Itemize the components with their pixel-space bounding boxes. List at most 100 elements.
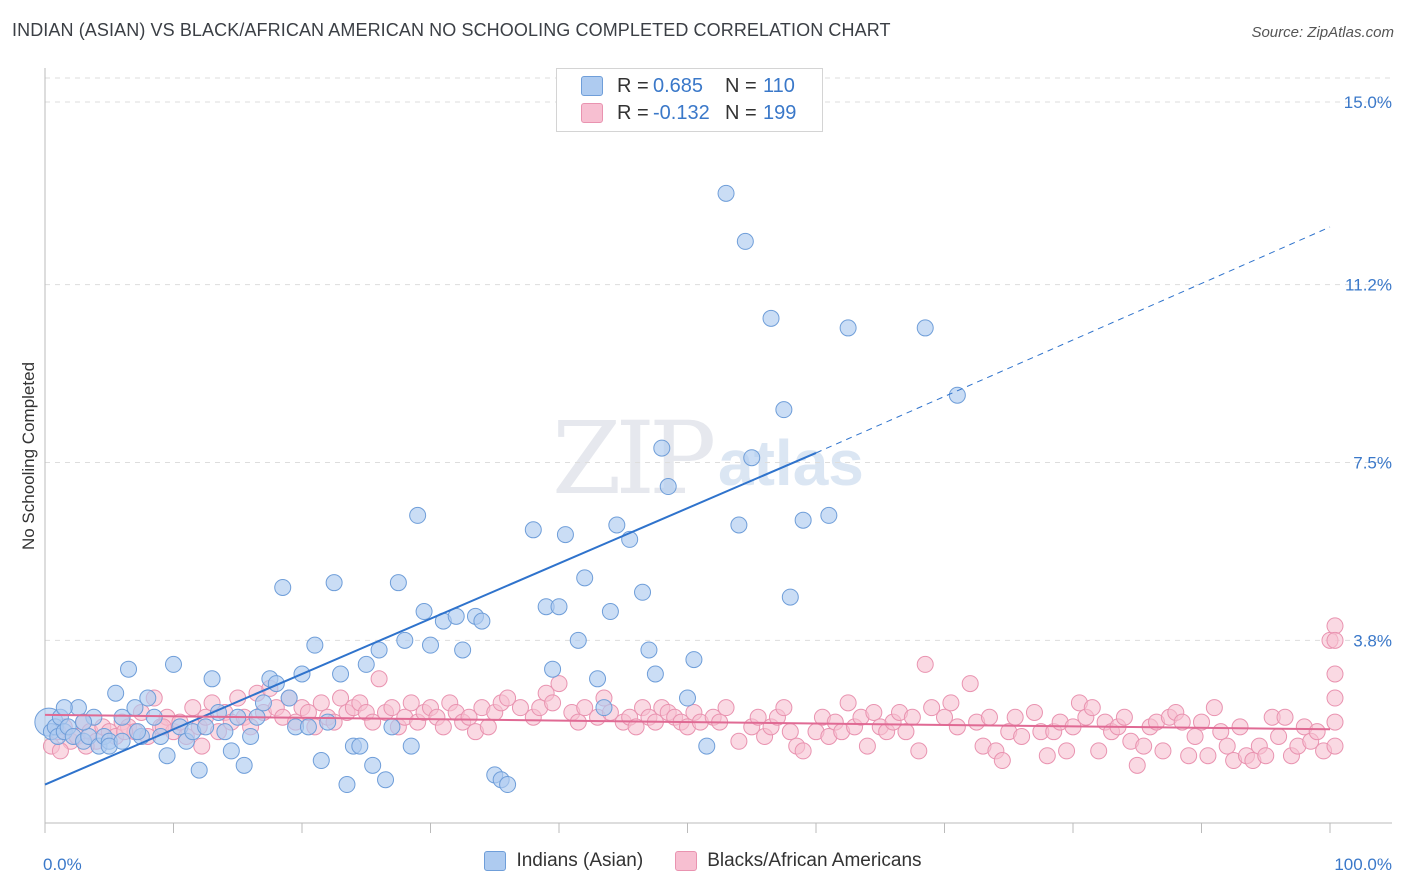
pink-point [1326,631,1344,649]
blue-point [364,756,382,774]
legend-r-value: 0.685 [653,74,704,97]
blue-point [165,655,182,673]
pink-point [193,737,211,755]
legend-row-blacks: R = -0.132 N = 199 [557,100,796,126]
pink-point [717,699,735,717]
blue-point [820,506,838,524]
pink-point [1154,742,1172,760]
pink-point [1013,727,1031,745]
blue-point [357,655,375,673]
blue-point [306,636,324,654]
bottom-legend: Indians (Asian) Blacks/African Americans [0,850,1406,872]
blue-point [113,708,131,726]
pink-point [775,699,793,717]
pink-point [1193,713,1210,731]
blue-point [235,756,253,774]
pink-point [332,689,350,707]
indians-series-points [34,184,966,794]
pink-point [1006,708,1024,726]
blue-point [698,737,716,755]
pink-point [1199,747,1217,765]
blue-point [743,449,761,467]
blue-point [389,574,407,592]
pink-point [1083,699,1101,717]
blue-point [280,689,298,707]
bottom-legend-indians[interactable]: Indians (Asian) [484,850,643,872]
legend-row-indians: R = 0.685 N = 110 [557,73,795,99]
blue-point [139,689,157,707]
blue-point [685,651,703,669]
blue-point [129,723,147,741]
blue-point [242,727,260,745]
pink-point [1135,737,1153,755]
blue-point [473,612,491,630]
bottom-legend-swatch-blue [484,851,507,871]
pink-point [1326,617,1344,635]
pink-point [434,718,452,736]
pink-point [499,689,517,707]
pink-point [544,694,562,712]
pink-point [1326,689,1344,707]
trend-lines [44,226,1331,786]
pink-point [781,723,799,741]
gridlines [45,77,1392,641]
pink-point [312,694,330,712]
blue-point [948,386,966,404]
blue-point [319,713,337,731]
pink-point [961,675,979,693]
x-tick-label: 100.0% [1334,855,1392,874]
pink-point [569,713,587,731]
bottom-legend-blacks[interactable]: Blacks/African Americans [675,850,922,872]
legend-n-value: 199 [763,101,797,124]
blue-point [55,699,73,717]
blacks-trend-line [44,713,1331,731]
pink-point [948,718,966,736]
blue-point [254,694,272,712]
blue-point [69,699,87,717]
bottom-legend-label-blacks: Blacks/African Americans [707,850,922,871]
legend-n-value: 110 [763,74,795,97]
blue-point [653,439,671,457]
pink-point [1308,723,1326,741]
blue-point [422,636,439,654]
blue-point [351,737,369,755]
pink-point [627,718,645,736]
blue-point [409,506,427,524]
legend-r-label: R = [617,101,649,124]
blue-point [544,660,562,678]
pink-point [993,752,1011,770]
blue-point [550,598,568,616]
pink-point [858,737,876,755]
pink-point [897,723,915,741]
watermark-zip: ZIP [552,400,716,517]
pink-point [1212,723,1230,741]
pink-point [383,699,401,717]
blue-point [113,732,131,750]
blue-point [679,689,696,707]
blue-point [576,569,594,587]
blue-point [717,184,735,202]
axes [44,68,1392,833]
x-tick-label: 0.0% [43,855,82,874]
blue-point [312,752,330,770]
pink-point [402,694,420,712]
pink-point [1326,713,1344,731]
chart-source: Source: ZipAtlas.com [1251,24,1394,41]
pink-point [942,694,960,712]
blue-point [499,776,517,794]
pink-point [916,655,934,673]
blue-point [839,319,857,337]
pink-point [903,708,921,726]
indians-trend-line [44,451,817,786]
pink-point [910,742,928,760]
pink-point [794,742,812,760]
blue-point [454,641,472,659]
legend-n-label: N = [725,101,757,124]
pink-point [1276,708,1294,726]
pink-point [1128,756,1146,774]
legend-n-label: N = [725,74,757,97]
blue-point [736,232,754,250]
blue-point [145,708,163,726]
pink-point [1186,727,1204,745]
blue-point [370,641,388,659]
